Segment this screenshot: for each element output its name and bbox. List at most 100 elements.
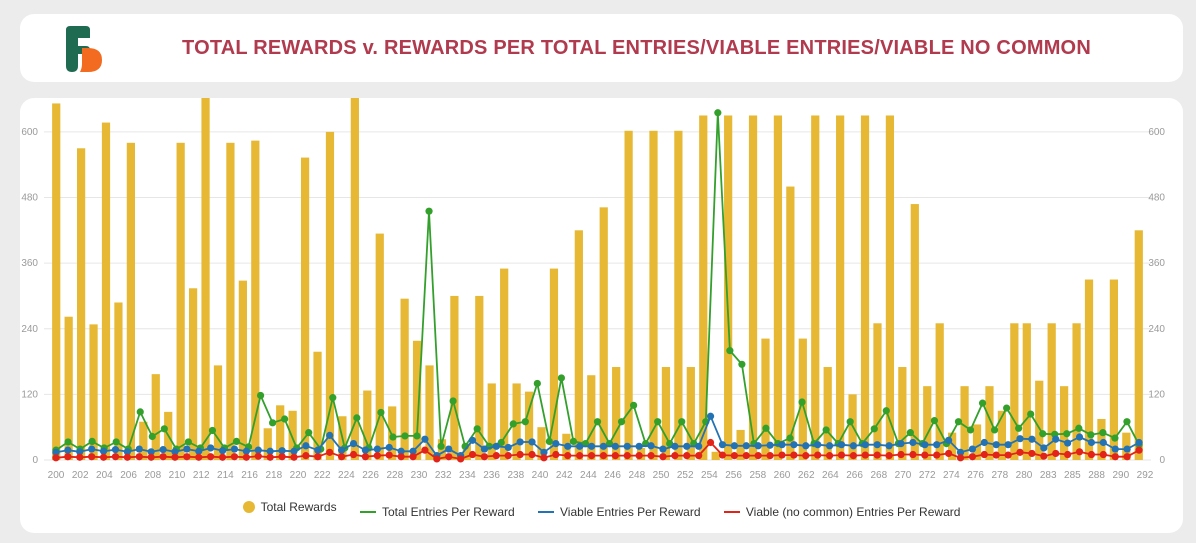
series-point — [825, 452, 834, 460]
series-point — [611, 442, 619, 450]
series-point — [695, 452, 703, 460]
bar — [910, 204, 919, 460]
series-point — [338, 453, 346, 461]
series-point — [635, 452, 643, 460]
bar — [276, 405, 285, 460]
x-tick-label: 206 — [120, 470, 137, 481]
legend-total-entries[interactable]: Total Entries Per Reward — [359, 505, 515, 519]
series-point — [147, 448, 155, 456]
series-point — [978, 399, 987, 407]
bar — [487, 383, 496, 460]
bar — [388, 406, 397, 460]
series-point — [671, 442, 679, 450]
series-point — [611, 452, 619, 460]
bar — [238, 280, 247, 460]
bar — [201, 98, 210, 460]
series-point — [1123, 418, 1131, 426]
series-point — [933, 451, 941, 459]
series-point — [1052, 435, 1060, 443]
series-point — [1028, 435, 1036, 443]
series-point — [1075, 448, 1084, 456]
bar — [811, 115, 820, 460]
legend-dot-icon — [242, 501, 255, 513]
series-point — [798, 398, 806, 406]
series-point — [135, 445, 143, 453]
bar — [400, 298, 409, 460]
series-point — [269, 419, 277, 427]
series-point — [617, 418, 626, 426]
legend-viable-no-common[interactable]: Viable (no common) Entries Per Reward — [723, 505, 960, 519]
series-point — [480, 445, 489, 453]
series-point — [377, 408, 385, 417]
logo-orange-shape — [80, 48, 102, 72]
series-point — [361, 453, 370, 461]
series-point — [112, 438, 120, 446]
series-point — [1003, 404, 1011, 412]
series-point — [593, 418, 602, 426]
x-tick-label: 288 — [1088, 470, 1105, 481]
series-point — [552, 439, 560, 448]
series-point — [314, 446, 322, 454]
series-point — [195, 453, 203, 461]
series-point — [786, 434, 794, 442]
series-point — [528, 438, 536, 446]
series-point — [421, 435, 429, 443]
bar — [599, 207, 608, 460]
y-tick-label-right: 360 — [1148, 258, 1165, 269]
series-point — [1111, 453, 1119, 461]
x-tick-label: 222 — [314, 470, 331, 481]
x-tick-label: 274 — [943, 470, 960, 481]
series-point — [738, 360, 746, 368]
series-point — [99, 447, 108, 455]
series-point — [659, 445, 667, 453]
x-tick-label: 248 — [628, 470, 645, 481]
series-point — [433, 455, 441, 463]
legend-line-icon — [723, 511, 740, 513]
series-point — [921, 441, 929, 449]
bar — [524, 391, 534, 460]
series-point — [256, 391, 265, 400]
bar — [288, 410, 297, 460]
bar — [114, 302, 123, 460]
bar — [935, 323, 944, 460]
bar — [226, 142, 235, 460]
series-point — [242, 453, 250, 461]
bar — [748, 115, 758, 460]
legend-total-rewards[interactable]: Total Rewards — [242, 500, 337, 514]
chart-title: TOTAL REWARDS v. REWARDS PER TOTAL ENTRI… — [182, 37, 1091, 59]
logo-icon — [66, 26, 102, 72]
bar — [151, 374, 160, 460]
bar — [1109, 279, 1118, 460]
bar — [537, 427, 546, 460]
series-point — [349, 439, 358, 448]
series-point — [581, 439, 590, 448]
series-point — [183, 445, 191, 453]
series-point — [564, 452, 572, 460]
bar — [1022, 323, 1031, 460]
series-point — [361, 446, 370, 454]
series-point — [1087, 438, 1096, 447]
x-tick-label: 250 — [653, 470, 670, 481]
series-point — [1004, 451, 1012, 459]
series-point — [1111, 434, 1119, 442]
series-point — [111, 446, 120, 454]
y-tick-label-right: 480 — [1148, 193, 1165, 204]
legend-viable-entries[interactable]: Viable Entries Per Reward — [538, 505, 701, 519]
x-tick-label: 230 — [411, 470, 428, 481]
series-point — [629, 401, 638, 409]
series-point — [659, 453, 667, 461]
series-point — [814, 441, 822, 449]
x-tick-label: 276 — [967, 470, 984, 481]
series-point — [254, 446, 262, 454]
series-point — [401, 432, 409, 440]
bar — [1035, 380, 1044, 460]
series-point — [329, 394, 337, 402]
x-tick-label: 238 — [507, 470, 524, 481]
series-point — [742, 452, 750, 460]
series-point — [778, 451, 786, 459]
series-point — [647, 452, 655, 460]
series-point — [468, 436, 477, 444]
series-point — [232, 437, 241, 446]
legend-line-icon — [359, 511, 376, 513]
series-point — [504, 443, 512, 452]
